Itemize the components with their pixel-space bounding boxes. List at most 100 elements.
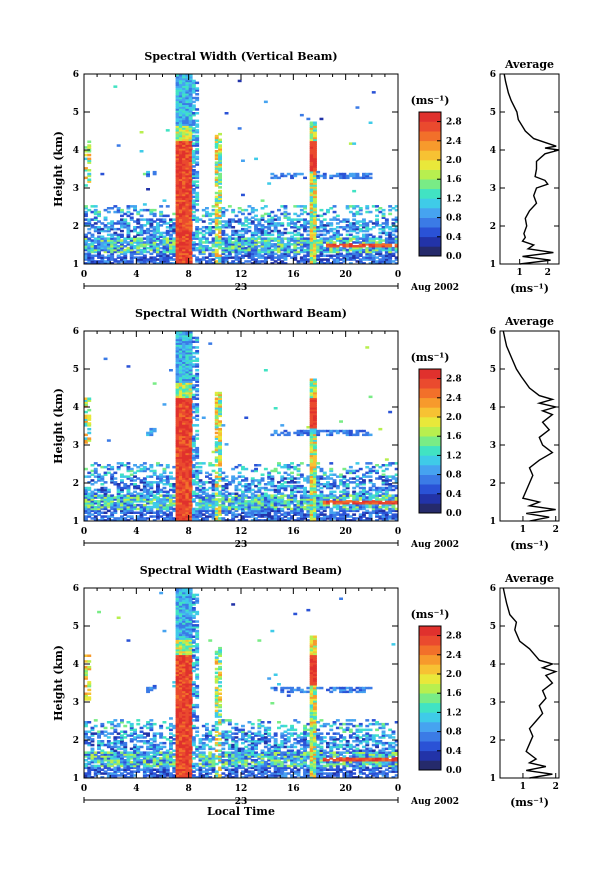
heatmap-cell: [165, 226, 170, 229]
heatmap-cell: [296, 484, 301, 488]
heatmap-cell: [227, 248, 232, 252]
heatmap-cell: [175, 496, 180, 499]
date-label: Aug 2002: [410, 283, 459, 293]
heatmap-cell: [299, 490, 304, 494]
heatmap-cell: [277, 471, 281, 475]
heatmap-cell: [342, 505, 347, 509]
heatmap-cell: [270, 477, 275, 480]
heatmap-cell: [195, 258, 200, 261]
heatmap-cell: [277, 462, 281, 465]
heatmap-cell: [303, 258, 307, 261]
heatmap-cell: [178, 350, 183, 353]
heatmap-cell: [178, 235, 183, 238]
heatmap-cell: [286, 481, 291, 484]
heatmap-cell: [87, 169, 92, 172]
heatmap-cell: [267, 250, 272, 254]
heatmap-cell: [381, 229, 386, 233]
heatmap-cell: [182, 369, 186, 372]
heatmap-cell: [182, 146, 186, 149]
heatmap-cell: [175, 336, 180, 340]
heatmap-cell: [306, 117, 311, 121]
heatmap-cell: [375, 214, 379, 218]
heatmap-cell: [188, 174, 193, 178]
heatmap-cell: [185, 408, 190, 412]
heatmap-cell: [247, 511, 252, 514]
heatmap-cell: [110, 505, 115, 509]
heatmap-cell: [178, 113, 183, 117]
heatmap-cell: [214, 144, 219, 147]
heatmap-cell: [100, 256, 105, 259]
heatmap-cell: [313, 121, 317, 124]
heatmap-cell: [365, 210, 370, 214]
heatmap-cell: [178, 224, 183, 227]
heatmap-cell: [371, 243, 376, 246]
heatmap-cell: [218, 509, 222, 513]
heatmap-cell: [332, 250, 337, 254]
heatmap-cell: [185, 229, 190, 233]
heatmap-cell: [84, 258, 88, 261]
heatmap-cell: [299, 218, 304, 221]
heatmap-cell: [313, 408, 317, 412]
heatmap-cell: [185, 176, 190, 180]
heatmap-cell: [175, 363, 180, 366]
heatmap-cell: [172, 226, 177, 229]
heatmap-cell: [84, 418, 88, 421]
heatmap-cell: [332, 513, 337, 516]
heatmap-cell: [113, 231, 118, 235]
heatmap-cell: [195, 393, 200, 397]
heatmap-cell: [185, 258, 190, 261]
heatmap-cell: [231, 481, 236, 484]
heatmap-cell: [316, 483, 321, 486]
heatmap-cell: [100, 505, 105, 509]
heatmap-cell: [175, 403, 180, 406]
heatmap-cell: [182, 376, 186, 380]
heatmap-cell: [296, 429, 301, 433]
heatmap-cell: [332, 245, 337, 248]
heatmap-cell: [178, 416, 183, 419]
heatmap-cell: [93, 471, 98, 475]
heatmap-cell: [198, 496, 203, 499]
heatmap-cell: [93, 216, 98, 219]
heatmap-cell: [191, 407, 196, 410]
heatmap-cell: [87, 486, 92, 490]
heatmap-cell: [277, 235, 281, 238]
heatmap-cell: [159, 473, 164, 476]
heatmap-cell: [90, 205, 95, 208]
heatmap-cell: [309, 422, 314, 425]
heatmap-cell: [319, 513, 324, 516]
heatmap-cell: [191, 458, 196, 461]
heatmap-cell: [182, 148, 186, 151]
heatmap-cell: [335, 248, 340, 252]
heatmap-cell: [149, 226, 154, 229]
heatmap-cell: [205, 481, 209, 484]
heatmap-cell: [267, 220, 272, 223]
heatmap-cell: [178, 229, 183, 233]
heatmap-cell: [87, 408, 92, 412]
heatmap-cell: [342, 246, 347, 250]
heatmap-cell: [283, 503, 288, 507]
heatmap-cell: [178, 195, 183, 199]
heatmap-cell: [178, 246, 183, 250]
heatmap-cell: [384, 226, 389, 229]
heatmap-cell: [188, 178, 193, 181]
heatmap-cell: [218, 191, 222, 195]
heatmap-cell: [178, 212, 183, 216]
heatmap-cell: [185, 113, 190, 117]
heatmap-cell: [368, 176, 373, 180]
heatmap-cell: [87, 416, 92, 419]
heatmap-cell: [188, 509, 193, 513]
colorbar-tick-label: 0.0: [446, 252, 462, 262]
heatmap-cell: [313, 186, 317, 189]
heatmap-cell: [388, 246, 393, 250]
heatmap-cell: [267, 498, 272, 501]
heatmap-cell: [296, 519, 301, 521]
heatmap-cell: [335, 222, 340, 225]
heatmap-cell: [342, 484, 347, 488]
heatmap-cell: [267, 222, 272, 225]
heatmap-cell: [146, 222, 150, 225]
heatmap-cell: [162, 500, 167, 503]
heatmap-cell: [319, 174, 324, 178]
heatmap-cell: [303, 222, 307, 225]
heatmap-cell: [322, 172, 327, 176]
heatmap-cell: [384, 250, 389, 254]
